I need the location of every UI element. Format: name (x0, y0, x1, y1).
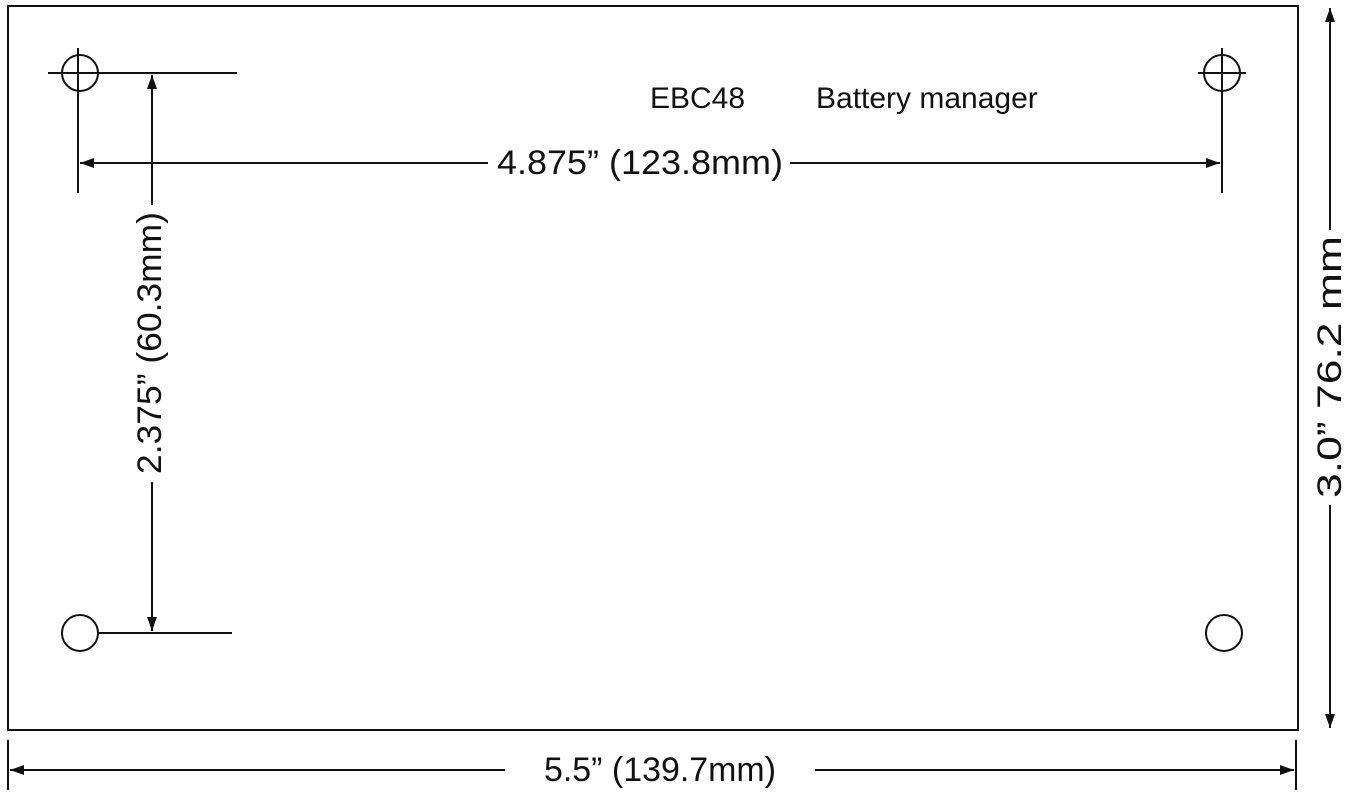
dimension-label: 2.375” (60.3mm) (131, 212, 169, 474)
dimension-label: 3.0” 76.2 mm (1311, 236, 1349, 498)
mounting-hole (61, 614, 99, 652)
description: Battery manager (816, 82, 1038, 115)
dimension-label: 4.875” (123.8mm) (497, 144, 783, 182)
model: EBC48 (650, 82, 745, 115)
mounting-hole (1205, 614, 1243, 652)
board-outline (7, 5, 1299, 731)
dimension-label: 5.5” (139.7mm) (544, 751, 776, 789)
